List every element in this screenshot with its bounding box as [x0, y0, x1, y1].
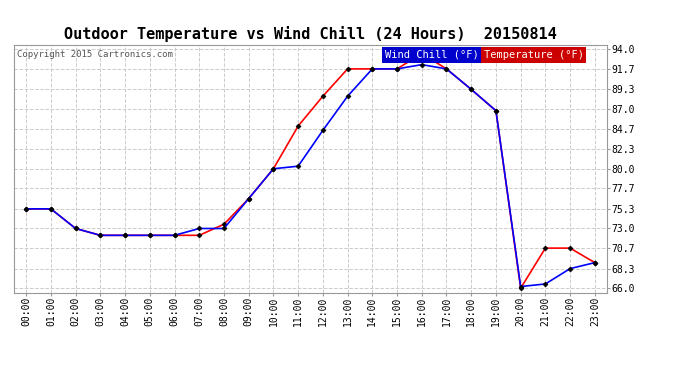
Text: Wind Chill (°F): Wind Chill (°F)	[385, 50, 478, 60]
Text: Copyright 2015 Cartronics.com: Copyright 2015 Cartronics.com	[17, 50, 172, 59]
Text: Temperature (°F): Temperature (°F)	[484, 50, 584, 60]
Title: Outdoor Temperature vs Wind Chill (24 Hours)  20150814: Outdoor Temperature vs Wind Chill (24 Ho…	[64, 27, 557, 42]
